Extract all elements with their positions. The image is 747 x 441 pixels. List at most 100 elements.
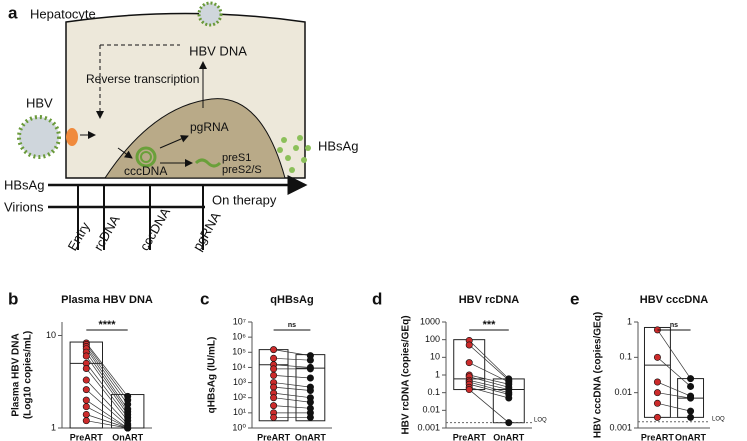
- dot: [82, 403, 90, 411]
- dot: [505, 394, 513, 402]
- pair-line: [273, 382, 311, 388]
- dot: [687, 394, 695, 402]
- y-tick-label: 0.1: [427, 387, 440, 397]
- label: Virions: [4, 199, 44, 214]
- receptor: [66, 128, 78, 146]
- y-tick-label: 10: [430, 352, 440, 362]
- step-ticks: [77, 185, 204, 250]
- significance: ****: [98, 319, 116, 331]
- y-axis-label: Plasma HBV DNA: [11, 333, 22, 416]
- mrna: [194, 158, 222, 168]
- dot: [465, 341, 473, 349]
- dot: [82, 376, 90, 384]
- y-axis-label: (Log10 copies/mL): [23, 331, 34, 419]
- pair-line: [86, 406, 128, 429]
- pair-line: [86, 346, 128, 405]
- pair-line: [468, 389, 510, 423]
- pair-line: [469, 381, 509, 394]
- panel-letter: e: [570, 289, 579, 308]
- step-label: rcDNA: [91, 212, 123, 253]
- label: HBV DNA: [189, 43, 247, 58]
- y-tick-label: 100: [425, 334, 440, 344]
- chart-title: HBV cccDNA: [640, 294, 709, 306]
- x-tick-label: OnART: [493, 432, 524, 441]
- dot: [82, 386, 90, 394]
- label: HBsAg: [4, 177, 44, 192]
- y-tick-label: 10⁴: [232, 362, 246, 372]
- dot: [82, 417, 90, 425]
- chart-title: HBV rcDNA: [459, 294, 520, 306]
- dot: [82, 352, 90, 360]
- dot: [306, 356, 314, 364]
- pair-line: [86, 399, 128, 429]
- y-tick-label: 0.01: [614, 387, 632, 397]
- arrow: [117, 147, 133, 159]
- panel-letter: a: [8, 3, 18, 22]
- pair-line: [469, 376, 509, 388]
- chart-title: Plasma HBV DNA: [61, 294, 153, 306]
- dot: [687, 375, 695, 383]
- y-tick-label: 0.01: [422, 405, 440, 415]
- cccdna-ring: [135, 146, 157, 168]
- label: cccDNA: [124, 164, 167, 178]
- dot: [306, 365, 314, 373]
- pair-line: [469, 387, 509, 399]
- x-tick-label: OnART: [675, 432, 706, 441]
- pair-line: [273, 392, 311, 399]
- label: pgRNA: [190, 120, 229, 134]
- dot: [82, 396, 90, 404]
- dot: [687, 413, 695, 421]
- dot: [653, 413, 661, 421]
- panel-letter: c: [200, 289, 209, 308]
- panel-letter: b: [8, 289, 18, 308]
- dot: [270, 413, 278, 421]
- virion: [17, 115, 61, 159]
- dot: [653, 399, 661, 407]
- y-tick-label: 10¹: [233, 407, 246, 417]
- panel-a: a Hepatocyte HBV DNA Reverse transcripti…: [4, 1, 358, 253]
- hbsag-particles: [277, 135, 311, 173]
- pair-line: [469, 362, 509, 383]
- panel-letter: d: [372, 289, 382, 308]
- y-tick-label: 10³: [233, 377, 246, 387]
- pair-line: [86, 414, 128, 429]
- y-tick-label: 1000: [420, 316, 440, 326]
- pair-line: [657, 402, 691, 412]
- step-label: Entry: [65, 219, 93, 253]
- dot: [306, 386, 314, 394]
- x-tick-label: PreART: [453, 432, 487, 441]
- dot: [306, 413, 314, 421]
- dot: [653, 353, 661, 361]
- pair-line: [86, 344, 128, 401]
- dot: [82, 410, 90, 418]
- loq-label: LOQ: [712, 416, 725, 422]
- dot: [687, 407, 695, 415]
- cell-label: Hepatocyte: [30, 6, 96, 21]
- pair-line: [657, 381, 691, 397]
- pair-line: [469, 383, 509, 395]
- pair-line: [469, 379, 509, 390]
- dot: [465, 386, 473, 394]
- significance: ns: [288, 322, 296, 329]
- dot: [270, 346, 278, 354]
- x-tick-label: PreART: [70, 432, 104, 441]
- y-tick-label: 1: [627, 316, 632, 326]
- label: preS1: [222, 152, 251, 164]
- pair-line: [86, 379, 128, 425]
- pair-line: [273, 374, 311, 379]
- label: On therapy: [212, 192, 277, 207]
- y-axis-label: HBV cccDNA (copies/GEq): [593, 312, 604, 438]
- step-label: cccDNA: [137, 205, 174, 253]
- dot: [270, 394, 278, 402]
- dot: [687, 382, 695, 390]
- loq-label: LOQ: [534, 417, 547, 423]
- pair-line: [273, 405, 311, 409]
- dot: [653, 389, 661, 397]
- dot: [270, 383, 278, 391]
- significance: ns: [670, 322, 678, 329]
- pair-line: [86, 389, 128, 427]
- y-axis-label: HBV rcDNA (copies/GEq): [401, 315, 412, 434]
- dot: [653, 378, 661, 386]
- label: HBsAg: [318, 138, 358, 153]
